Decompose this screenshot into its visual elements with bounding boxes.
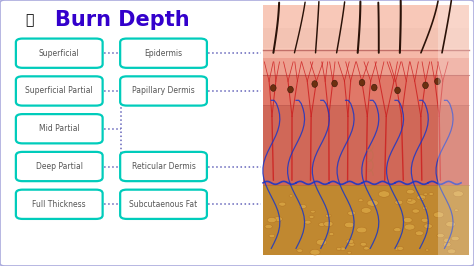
Circle shape	[417, 195, 426, 200]
Bar	[263, 185, 469, 255]
Circle shape	[443, 242, 451, 247]
Text: Superficial: Superficial	[39, 49, 80, 58]
Polygon shape	[438, 5, 469, 255]
Ellipse shape	[395, 87, 401, 94]
Circle shape	[348, 243, 355, 246]
FancyBboxPatch shape	[16, 114, 102, 143]
Text: Mid Partial: Mid Partial	[39, 124, 80, 133]
Circle shape	[447, 249, 456, 254]
Circle shape	[429, 193, 434, 195]
Circle shape	[395, 200, 403, 205]
Circle shape	[394, 247, 401, 250]
Circle shape	[269, 234, 275, 238]
Ellipse shape	[372, 84, 377, 91]
Circle shape	[425, 249, 429, 251]
Circle shape	[394, 228, 401, 232]
Circle shape	[326, 214, 331, 217]
Circle shape	[310, 249, 320, 255]
Circle shape	[407, 199, 416, 204]
FancyBboxPatch shape	[16, 152, 102, 181]
Circle shape	[420, 198, 424, 200]
Circle shape	[316, 239, 327, 245]
Circle shape	[347, 252, 352, 254]
Circle shape	[358, 199, 363, 202]
Circle shape	[265, 225, 272, 229]
Circle shape	[404, 224, 415, 230]
Ellipse shape	[312, 81, 318, 87]
Text: Burn Depth: Burn Depth	[55, 10, 189, 30]
Circle shape	[348, 211, 356, 215]
Circle shape	[424, 224, 432, 228]
Circle shape	[361, 208, 371, 213]
Circle shape	[407, 199, 412, 201]
Circle shape	[304, 220, 311, 224]
Circle shape	[337, 247, 341, 250]
Circle shape	[274, 217, 283, 221]
Circle shape	[444, 238, 451, 242]
Bar	[263, 50, 469, 75]
Circle shape	[367, 200, 378, 206]
Circle shape	[407, 189, 414, 194]
Circle shape	[451, 236, 459, 241]
Circle shape	[297, 249, 303, 252]
Circle shape	[454, 209, 458, 211]
Circle shape	[422, 207, 428, 209]
Text: Epidermis: Epidermis	[145, 49, 182, 58]
Ellipse shape	[332, 80, 337, 87]
Ellipse shape	[423, 82, 428, 89]
Circle shape	[310, 210, 315, 213]
Circle shape	[319, 223, 325, 226]
Circle shape	[339, 247, 346, 250]
Circle shape	[329, 233, 334, 235]
Circle shape	[324, 221, 333, 227]
Ellipse shape	[359, 79, 365, 86]
Circle shape	[397, 247, 403, 250]
Circle shape	[309, 215, 314, 218]
Text: Full Thickness: Full Thickness	[32, 200, 86, 209]
Circle shape	[300, 205, 306, 209]
Circle shape	[360, 243, 366, 246]
Circle shape	[345, 222, 354, 227]
Text: Reticular Dermis: Reticular Dermis	[132, 162, 195, 171]
Circle shape	[412, 209, 419, 213]
Circle shape	[403, 218, 412, 223]
Circle shape	[415, 231, 423, 235]
Circle shape	[421, 218, 428, 222]
Circle shape	[453, 191, 463, 197]
FancyBboxPatch shape	[120, 39, 207, 68]
Circle shape	[433, 212, 444, 218]
FancyBboxPatch shape	[16, 39, 102, 68]
Bar	[263, 75, 469, 105]
Circle shape	[446, 222, 456, 227]
FancyBboxPatch shape	[120, 76, 207, 106]
Bar	[263, 28, 469, 48]
Ellipse shape	[288, 86, 293, 93]
Circle shape	[289, 195, 293, 197]
Circle shape	[356, 227, 367, 233]
Text: 🧑: 🧑	[25, 13, 34, 27]
Circle shape	[279, 202, 286, 206]
Circle shape	[437, 234, 444, 238]
Circle shape	[267, 218, 276, 223]
FancyBboxPatch shape	[16, 76, 102, 106]
FancyBboxPatch shape	[120, 190, 207, 219]
Text: Papillary Dermis: Papillary Dermis	[132, 86, 195, 95]
Circle shape	[424, 193, 428, 195]
Bar	[263, 50, 469, 58]
Text: Subcutaenous Fat: Subcutaenous Fat	[129, 200, 198, 209]
Ellipse shape	[271, 85, 276, 91]
Circle shape	[444, 239, 451, 243]
FancyBboxPatch shape	[120, 152, 207, 181]
Circle shape	[364, 247, 369, 250]
Circle shape	[378, 191, 390, 197]
Ellipse shape	[435, 78, 440, 85]
Bar	[263, 5, 469, 255]
FancyBboxPatch shape	[16, 190, 102, 219]
Text: Superficial Partial: Superficial Partial	[26, 86, 93, 95]
Text: Deep Partial: Deep Partial	[36, 162, 83, 171]
Bar	[263, 5, 469, 50]
Circle shape	[346, 239, 354, 244]
Bar	[263, 105, 469, 185]
